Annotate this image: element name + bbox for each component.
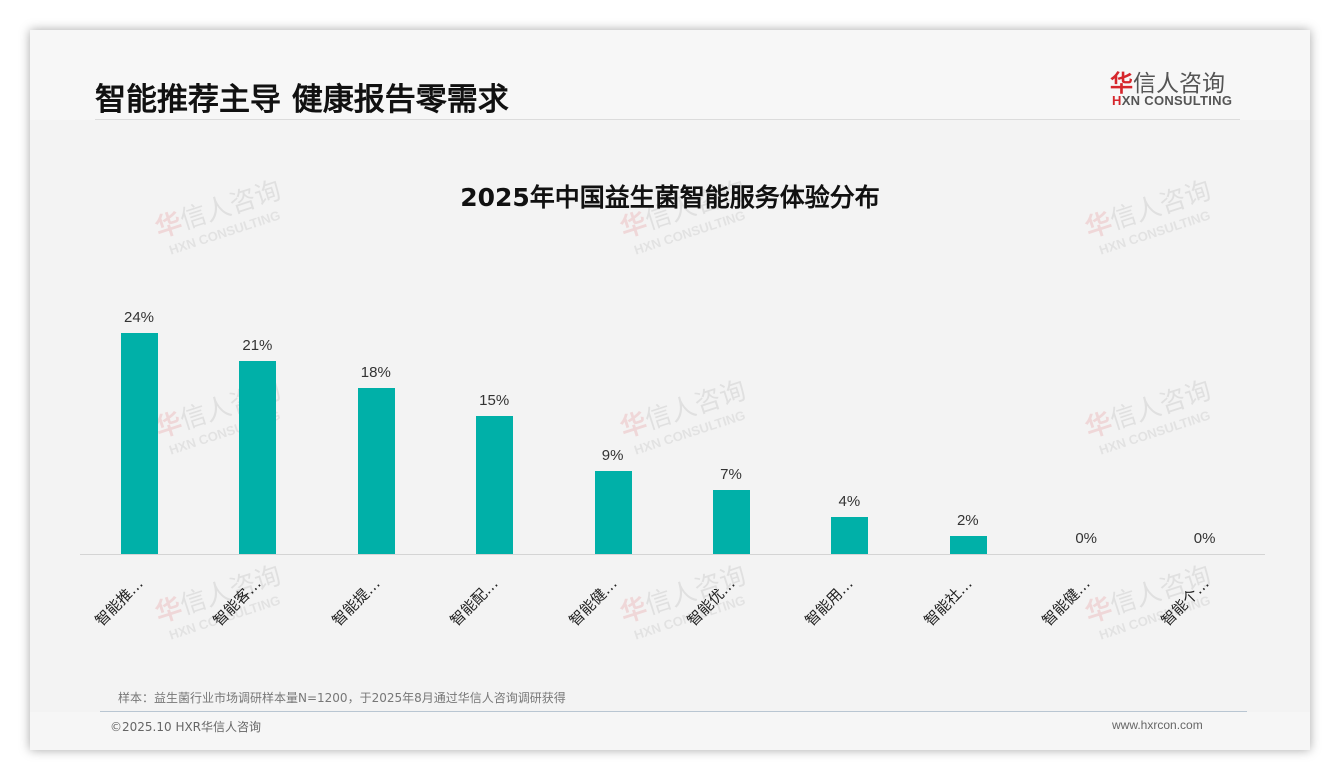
- brand-logo: 华信人咨询 HXN CONSULTING: [1110, 64, 1245, 112]
- bar-value-label: 7%: [720, 466, 742, 483]
- bar-group: 0% 智能个…: [1146, 280, 1264, 630]
- bar[interactable]: [476, 416, 514, 554]
- bar-group: 21% 智能客…: [198, 280, 316, 630]
- logo-en-mark: H: [1112, 93, 1122, 108]
- x-tick-label: 智能推…: [91, 574, 147, 630]
- chart-title: 2025年中国益生菌智能服务体验分布: [460, 183, 880, 212]
- bar-group: 4% 智能用…: [790, 280, 908, 630]
- bar-value-label: 15%: [479, 392, 510, 409]
- slide-card: 智能推荐主导 健康报告零需求 华信人咨询 HXN CONSULTING 华信人咨…: [30, 30, 1310, 750]
- bar-value-label: 2%: [956, 512, 979, 529]
- bar-value-label: 0%: [1193, 530, 1216, 547]
- bar-group: 9% 智能健…: [554, 280, 672, 630]
- bar-value-label: 21%: [242, 337, 273, 354]
- bar[interactable]: [831, 517, 869, 554]
- logo-cn-rest: 信人咨询: [1133, 71, 1225, 97]
- logo-en-text: HXN CONSULTING: [1112, 93, 1232, 108]
- x-tick-label: 智能用…: [801, 574, 858, 630]
- footer-bar: [30, 712, 1310, 750]
- bar-chart-plot: 24% 智能推… 21% 智能客… 18% 智能提… 15% 智能配… 9% 智能健… 7% 智能优……: [80, 280, 1265, 630]
- bar-value-label: 24%: [123, 309, 155, 326]
- slide-header: 智能推荐主导 健康报告零需求 华信人咨询 HXN CONSULTING: [30, 30, 1310, 120]
- bar[interactable]: [121, 333, 158, 554]
- bar-group: 15% 智能配…: [435, 280, 553, 630]
- bar-value-label: 4%: [838, 493, 861, 510]
- footer-divider: [100, 711, 1247, 712]
- header-divider: [95, 119, 1240, 120]
- bar-value-label: 0%: [1075, 530, 1098, 547]
- logo-cn-text: 华信人咨询: [1110, 64, 1225, 98]
- bar[interactable]: [713, 490, 750, 554]
- bar-group: 24% 智能推…: [80, 280, 198, 630]
- x-axis-line: [80, 554, 1265, 555]
- x-tick-label: 智能优…: [683, 574, 739, 630]
- bar-group: 0% 智能健…: [1027, 280, 1145, 630]
- logo-en-rest: XN CONSULTING: [1121, 93, 1233, 108]
- website-text: www.hxrcon.com: [1112, 718, 1203, 732]
- bar-value-label: 9%: [601, 447, 624, 464]
- bar[interactable]: [357, 388, 395, 554]
- bar-group: 18% 智能提…: [317, 280, 435, 630]
- copyright-text: ©2025.10 HXR华信人咨询: [110, 720, 262, 734]
- sample-note: 样本：益生菌行业市场调研样本量N=1200，于2025年8月通过华信人咨询调研获…: [118, 691, 566, 705]
- bar[interactable]: [949, 536, 987, 554]
- bar[interactable]: [594, 471, 632, 554]
- bar-group: 2% 智能社…: [909, 280, 1027, 630]
- x-tick-label: 智能健…: [1038, 574, 1094, 630]
- x-tick-label: 智能社…: [920, 574, 976, 630]
- logo-cn-mark: 华: [1110, 71, 1133, 97]
- x-tick-label: 智能个…: [1157, 574, 1213, 630]
- x-tick-label: 智能客…: [209, 574, 266, 630]
- page-title: 智能推荐主导 健康报告零需求: [95, 82, 509, 118]
- x-tick-label: 智能健…: [565, 574, 621, 630]
- bar-value-label: 18%: [360, 364, 391, 381]
- bar-group: 7% 智能优…: [672, 280, 790, 630]
- x-tick-label: 智能提…: [328, 574, 384, 630]
- bar[interactable]: [239, 361, 277, 554]
- x-tick-label: 智能配…: [446, 574, 502, 630]
